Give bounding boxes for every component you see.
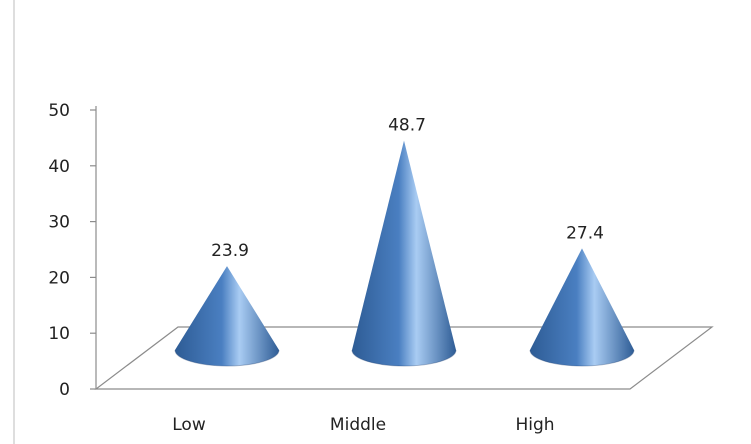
category-label-low: Low <box>172 415 206 435</box>
y-tick-label: 30 <box>48 213 70 233</box>
cone-middle <box>351 140 457 367</box>
cone-high <box>529 248 635 367</box>
cone-base-edge <box>351 349 457 367</box>
cone-base-edge <box>529 349 635 367</box>
category-label-high: High <box>515 415 554 435</box>
category-labels: Low Middle High <box>172 415 554 435</box>
data-labels: 23.9 48.7 27.4 <box>211 116 604 261</box>
y-tick-label: 10 <box>48 324 70 344</box>
y-axis-ticks: 0 10 20 30 40 50 <box>48 101 96 400</box>
cones <box>174 140 635 367</box>
data-label-high: 27.4 <box>566 223 604 243</box>
category-label-middle: Middle <box>330 415 386 435</box>
cone-low <box>174 266 280 367</box>
cone-body <box>352 140 456 366</box>
y-tick-label: 50 <box>48 101 70 121</box>
y-tick-label: 0 <box>59 380 70 400</box>
cone-base-edge <box>174 349 280 367</box>
y-tick-label: 40 <box>48 157 70 177</box>
cone-body <box>175 266 279 366</box>
cone-body <box>530 248 634 366</box>
data-label-middle: 48.7 <box>388 116 426 136</box>
y-tick-label: 20 <box>48 268 70 288</box>
data-label-low: 23.9 <box>211 241 249 261</box>
